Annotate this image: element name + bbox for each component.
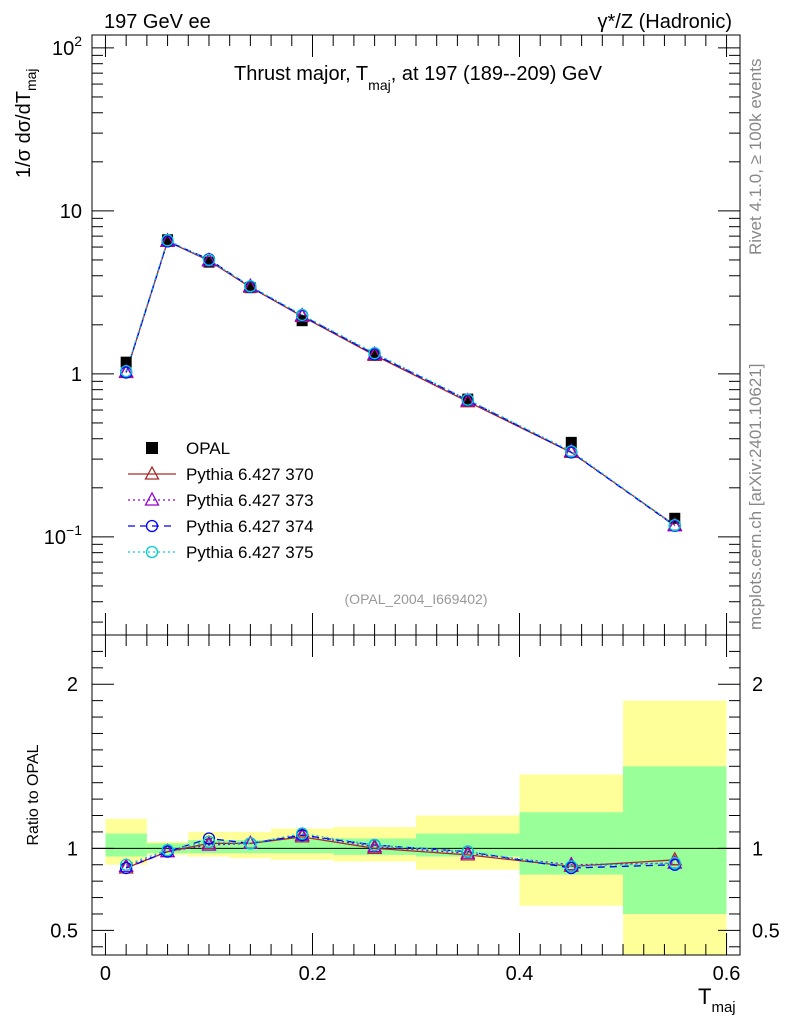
x-tick-label: 0.4 [506, 963, 534, 985]
ratio-y-tick-label-left: 0.5 [50, 920, 78, 942]
ratio-point [294, 828, 310, 843]
ratio-point [244, 837, 257, 850]
ratio-panel: Ratio to OPAL 0.5 0.5 1 1 2 2 0 0.2 0.4 0.6 Tmaj [25, 634, 780, 1016]
ratio-point [367, 839, 383, 854]
x-tick-labels: 0 0.2 0.4 0.6 [100, 963, 741, 985]
data-point [244, 282, 256, 294]
ratio-point [668, 856, 681, 870]
main-y-axis-label: 1/σ dσ/dTmaj [13, 68, 39, 178]
legend-marker [145, 545, 159, 559]
ratio-y-tick-label-right: 1 [752, 838, 763, 860]
legend: OPAL Pythia 6.427 370 Pythia 6.427 373 Pyth… [128, 439, 314, 562]
data-point [162, 234, 174, 246]
ratio-inner-band [271, 838, 334, 854]
mc-point [668, 519, 681, 532]
mc-point [161, 234, 174, 247]
ratio-point [202, 835, 216, 848]
x-tick-label: 0 [100, 963, 111, 985]
ratio-point [161, 843, 174, 857]
legend-marker [144, 465, 160, 480]
mc-point [244, 280, 257, 293]
main-tick-marks [92, 35, 740, 635]
legend-label: Pythia 6.427 370 [186, 465, 314, 484]
mc-point [202, 253, 216, 267]
legend-label: Pythia 6.427 375 [186, 543, 314, 562]
legend-data-marker [146, 442, 158, 454]
main-series [118, 232, 683, 532]
ratio-point [565, 860, 578, 873]
ratio-point [202, 832, 216, 845]
ratio-inner-band [105, 833, 147, 857]
data-point [462, 393, 474, 405]
ratio-point [461, 845, 474, 858]
x-tick-label: 0.6 [713, 963, 741, 985]
ratio-inner-band [623, 766, 727, 914]
x-axis-label: Tmaj [698, 984, 736, 1016]
plot-title: Thrust major, Tmaj, at 197 (189--209) Ge… [234, 63, 603, 93]
ratio-point [120, 861, 133, 875]
mcplots-label: mcplots.cern.ch [arXiv:2401.10621] [746, 364, 765, 630]
data-point [565, 436, 577, 448]
legend-label: Pythia 6.427 373 [186, 491, 314, 510]
analysis-watermark: (OPAL_2004_I669402) [345, 591, 488, 607]
main-y-tick-label: 102 [52, 33, 82, 60]
ratio-point [120, 858, 133, 871]
rivet-version-label: Rivet 4.1.0, ≥ 100k events [746, 59, 765, 255]
legend-data-label: OPAL [186, 439, 230, 458]
x-tick-label: 0.2 [299, 963, 327, 985]
header-right: γ*/Z (Hadronic) [598, 11, 732, 33]
ratio-uncertainty-bands [105, 700, 727, 955]
main-panel: Thrust major, Tmaj, at 197 (189--209) Ge… [13, 33, 741, 636]
data-point [203, 256, 215, 268]
ratio-point [368, 838, 381, 852]
main-y-tick-label: 1 [71, 364, 82, 386]
ratio-point [295, 827, 309, 840]
data-point [120, 356, 132, 368]
ratio-y-tick-label-right: 0.5 [752, 920, 780, 942]
ratio-point [460, 846, 476, 861]
header-left: 197 GeV ee [104, 11, 211, 33]
ratio-point [201, 836, 217, 851]
mc-point [295, 308, 309, 322]
ratio-series-line [125, 834, 675, 869]
data-point [369, 349, 381, 361]
ratio-tick-marks [92, 634, 740, 955]
legend-label: Pythia 6.427 374 [186, 517, 314, 536]
ratio-point [460, 844, 476, 859]
ratio-y-axis-label: Ratio to OPAL [25, 744, 42, 845]
main-y-tick-label: 10 [60, 201, 82, 223]
mc-point [565, 445, 578, 458]
legend-marker [144, 491, 160, 506]
ratio-series-line [125, 836, 675, 869]
ratio-frame [91, 634, 741, 956]
ratio-y-tick-label-left: 1 [67, 838, 78, 860]
ratio-series [118, 826, 683, 875]
ratio-point [118, 858, 134, 873]
ratio-series-line [125, 832, 675, 868]
ratio-y-tick-label-right: 2 [752, 674, 763, 696]
mc-point [120, 364, 133, 378]
main-y-tick-label: 10−1 [44, 522, 82, 549]
legend-marker [145, 519, 159, 533]
ratio-point [367, 838, 383, 853]
main-series-line [125, 239, 676, 526]
ratio-y-tick-labels: 0.5 0.5 1 1 2 2 [50, 674, 780, 942]
ratio-y-tick-label-left: 2 [67, 674, 78, 696]
mc-point [368, 347, 381, 360]
main-y-tick-labels: 102 10 1 10−1 [44, 33, 82, 549]
mc-point [461, 393, 474, 406]
